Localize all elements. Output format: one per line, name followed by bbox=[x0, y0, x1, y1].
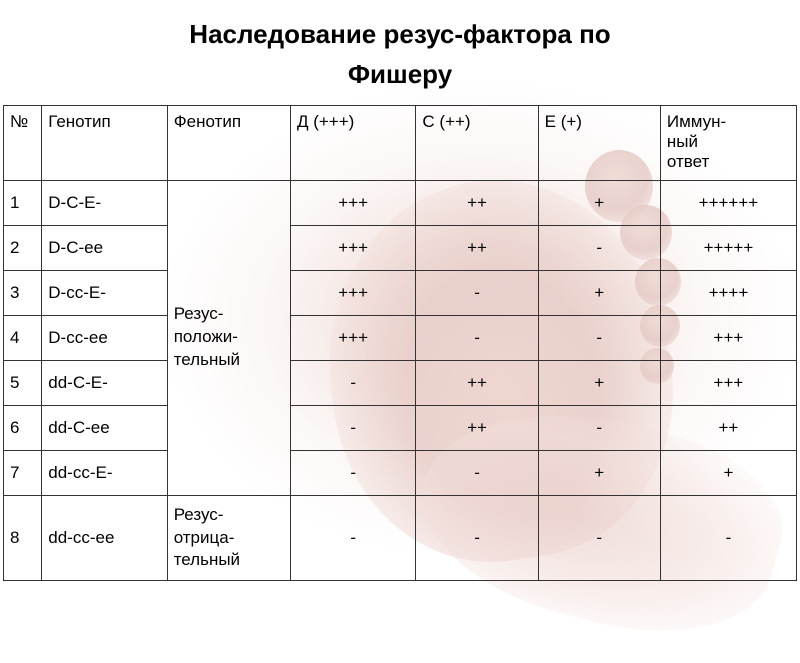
cell-genotype: D-cc-ee bbox=[42, 315, 167, 360]
cell-genotype: D-cc-E- bbox=[42, 270, 167, 315]
table-header-row: № Генотип Фенотип Д (+++) С (++) Е (+) И… bbox=[4, 105, 797, 180]
cell-genotype: dd-cc-ee bbox=[42, 495, 167, 581]
cell-d: - bbox=[290, 360, 415, 405]
cell-num: 6 bbox=[4, 405, 42, 450]
cell-d: +++ bbox=[290, 225, 415, 270]
cell-num: 3 bbox=[4, 270, 42, 315]
header-immune-l1: Иммун- bbox=[667, 112, 726, 131]
cell-e: - bbox=[538, 225, 660, 270]
cell-e: + bbox=[538, 270, 660, 315]
cell-e: - bbox=[538, 405, 660, 450]
cell-d: +++ bbox=[290, 180, 415, 225]
header-num: № bbox=[4, 105, 42, 180]
pheno-pos-l1: Резус- bbox=[174, 304, 224, 323]
cell-e: - bbox=[538, 315, 660, 360]
cell-c: ++ bbox=[416, 225, 538, 270]
title-line-2: Фишеру bbox=[348, 59, 452, 89]
header-phenotype: Фенотип bbox=[167, 105, 290, 180]
table-row: 2 D-C-ee +++ ++ - +++++ bbox=[4, 225, 797, 270]
header-c: С (++) bbox=[416, 105, 538, 180]
header-immune: Иммун- ный ответ bbox=[660, 105, 796, 180]
cell-c: - bbox=[416, 270, 538, 315]
cell-num: 2 bbox=[4, 225, 42, 270]
cell-genotype: dd-C-E- bbox=[42, 360, 167, 405]
cell-num: 5 bbox=[4, 360, 42, 405]
pheno-neg-l3: тельный bbox=[174, 550, 240, 569]
table-row: 3 D-cc-E- +++ - + ++++ bbox=[4, 270, 797, 315]
cell-e: - bbox=[538, 495, 660, 581]
table-row: 6 dd-C-ee - ++ - ++ bbox=[4, 405, 797, 450]
cell-c: - bbox=[416, 495, 538, 581]
cell-c: - bbox=[416, 450, 538, 495]
cell-d: - bbox=[290, 450, 415, 495]
cell-num: 4 bbox=[4, 315, 42, 360]
cell-immune: ++ bbox=[660, 405, 796, 450]
cell-num: 7 bbox=[4, 450, 42, 495]
table-row: 4 D-cc-ee +++ - - +++ bbox=[4, 315, 797, 360]
pheno-pos-l2: положи- bbox=[174, 327, 238, 346]
title-line-1: Наследование резус-фактора по bbox=[189, 19, 610, 49]
header-d: Д (+++) bbox=[290, 105, 415, 180]
table-row: 5 dd-C-E- - ++ + +++ bbox=[4, 360, 797, 405]
cell-c: ++ bbox=[416, 405, 538, 450]
header-e: Е (+) bbox=[538, 105, 660, 180]
pheno-neg-l1: Резус- bbox=[174, 505, 224, 524]
cell-e: + bbox=[538, 450, 660, 495]
pheno-pos-l3: тельный bbox=[174, 350, 240, 369]
cell-genotype: dd-cc-E- bbox=[42, 450, 167, 495]
cell-d: - bbox=[290, 495, 415, 581]
table-row: 1 D-C-E- Резус- положи- тельный +++ ++ +… bbox=[4, 180, 797, 225]
cell-e: + bbox=[538, 360, 660, 405]
cell-immune: - bbox=[660, 495, 796, 581]
cell-e: + bbox=[538, 180, 660, 225]
cell-phenotype-negative: Резус- отрица- тельный bbox=[167, 495, 290, 581]
table-row: 7 dd-cc-E- - - + + bbox=[4, 450, 797, 495]
cell-genotype: dd-C-ee bbox=[42, 405, 167, 450]
cell-immune: +++ bbox=[660, 315, 796, 360]
cell-genotype: D-C-ee bbox=[42, 225, 167, 270]
cell-num: 1 bbox=[4, 180, 42, 225]
cell-immune: + bbox=[660, 450, 796, 495]
cell-immune: ++++++ bbox=[660, 180, 796, 225]
cell-c: ++ bbox=[416, 180, 538, 225]
cell-phenotype-positive: Резус- положи- тельный bbox=[167, 180, 290, 495]
cell-d: - bbox=[290, 405, 415, 450]
table-row: 8 dd-cc-ee Резус- отрица- тельный - - - … bbox=[4, 495, 797, 581]
cell-d: +++ bbox=[290, 315, 415, 360]
header-immune-l2: ный bbox=[667, 132, 698, 151]
page-title: Наследование резус-фактора по Фишеру bbox=[0, 0, 800, 95]
cell-c: - bbox=[416, 315, 538, 360]
pheno-neg-l2: отрица- bbox=[174, 528, 235, 547]
header-genotype: Генотип bbox=[42, 105, 167, 180]
cell-c: ++ bbox=[416, 360, 538, 405]
cell-genotype: D-C-E- bbox=[42, 180, 167, 225]
slide-content: Наследование резус-фактора по Фишеру № Г… bbox=[0, 0, 800, 600]
header-immune-l3: ответ bbox=[667, 152, 709, 171]
cell-immune: +++++ bbox=[660, 225, 796, 270]
inheritance-table: № Генотип Фенотип Д (+++) С (++) Е (+) И… bbox=[3, 105, 797, 582]
cell-num: 8 bbox=[4, 495, 42, 581]
cell-immune: +++ bbox=[660, 360, 796, 405]
cell-d: +++ bbox=[290, 270, 415, 315]
cell-immune: ++++ bbox=[660, 270, 796, 315]
